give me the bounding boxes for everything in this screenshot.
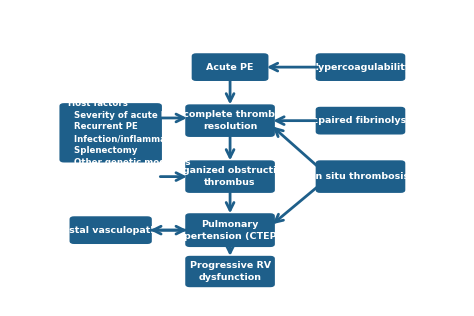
Text: Acute PE: Acute PE (206, 63, 254, 72)
Text: In situ thrombosis: In situ thrombosis (312, 172, 409, 181)
Text: Pulmonary
hypertension (CTEPH): Pulmonary hypertension (CTEPH) (171, 220, 289, 240)
FancyBboxPatch shape (70, 216, 152, 244)
FancyBboxPatch shape (191, 53, 268, 81)
Text: Impaired fibrinolysis: Impaired fibrinolysis (305, 116, 416, 125)
Text: Distal vasculopathy: Distal vasculopathy (58, 226, 164, 235)
FancyBboxPatch shape (185, 104, 275, 137)
FancyBboxPatch shape (316, 107, 405, 135)
FancyBboxPatch shape (185, 160, 275, 193)
Text: Incomplete thrombus
resolution: Incomplete thrombus resolution (173, 110, 287, 131)
FancyBboxPatch shape (316, 160, 405, 193)
FancyBboxPatch shape (59, 103, 162, 162)
FancyBboxPatch shape (185, 213, 275, 247)
Text: Host factors
  Severity of acute PE
  Recurrent PE
  Infection/inflammation
  Sp: Host factors Severity of acute PE Recurr… (68, 99, 191, 167)
Text: Organized obstructing
thrombus: Organized obstructing thrombus (170, 166, 290, 187)
FancyBboxPatch shape (185, 256, 275, 287)
Text: Hypercoagulability: Hypercoagulability (310, 63, 411, 72)
Text: Progressive RV
dysfunction: Progressive RV dysfunction (190, 261, 271, 282)
FancyBboxPatch shape (316, 53, 405, 81)
